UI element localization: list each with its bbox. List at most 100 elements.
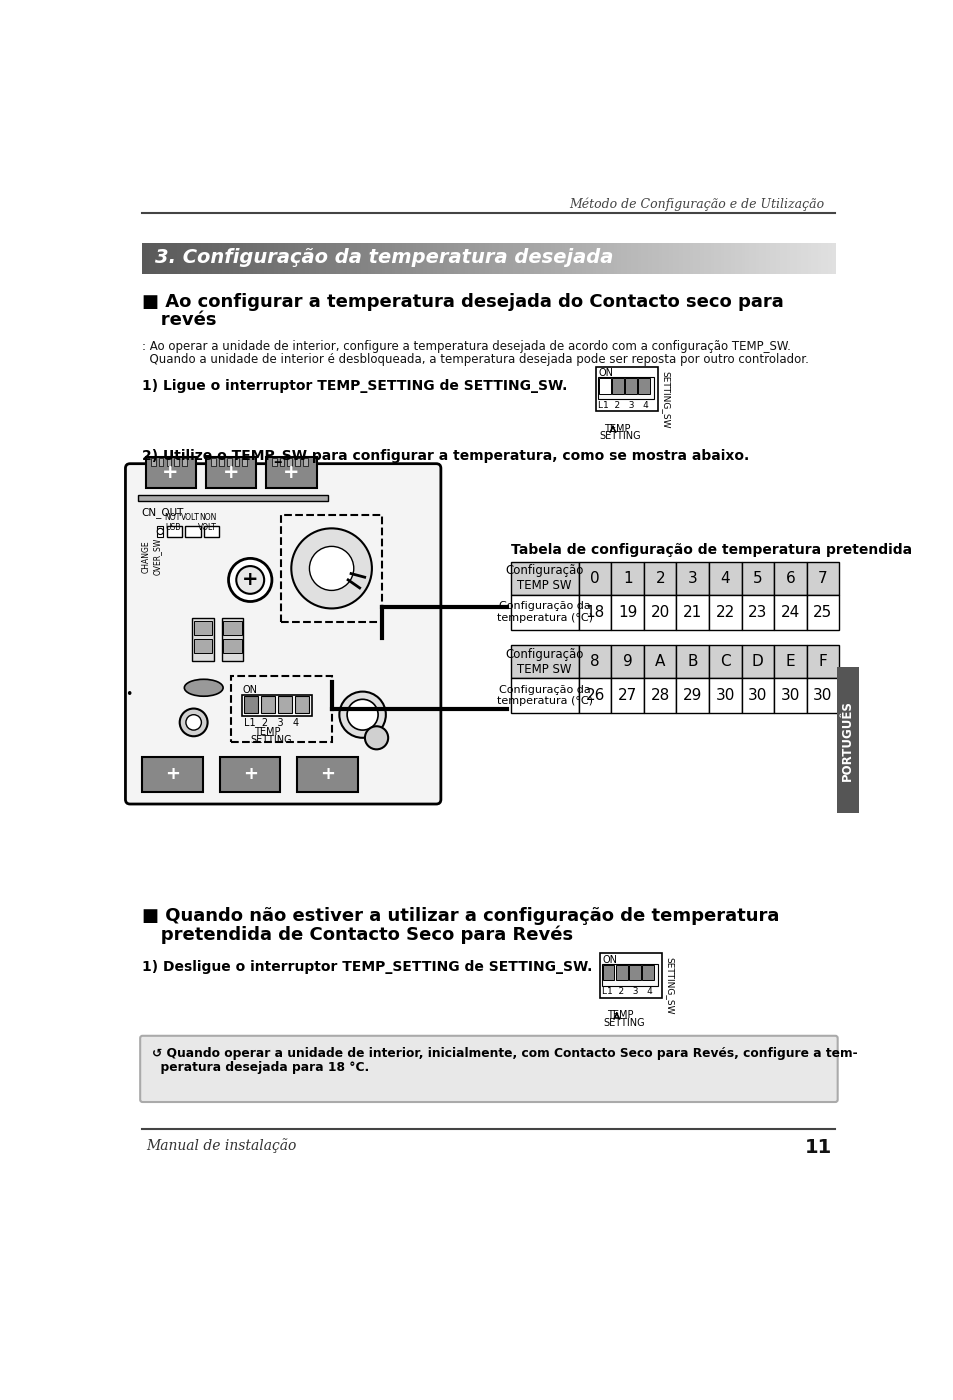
Bar [215,244,219,274]
Bar [589,244,593,274]
Text: Manual de instalação: Manual de instalação [146,1138,296,1154]
Bar [510,645,578,678]
Text: pretendida de Contacto Seco para Revés: pretendida de Contacto Seco para Revés [142,925,573,944]
Bar [201,244,206,274]
Text: ↺ Quando operar a unidade de interior, inicialmente, com Contacto Seco para Revé: ↺ Quando operar a unidade de interior, i… [152,1047,857,1060]
Bar [821,244,825,274]
Bar [305,244,309,274]
Bar [388,244,393,274]
Bar [197,244,202,274]
Bar [219,458,224,466]
Bar [638,244,641,274]
Bar [371,244,375,274]
Bar [336,244,340,274]
Bar [312,244,316,274]
Bar [510,563,578,595]
Bar [682,244,686,274]
Text: +: + [242,570,258,589]
Bar [773,563,806,595]
Bar [679,244,683,274]
Bar [261,696,274,713]
Bar [287,458,292,466]
Bar [385,244,389,274]
Text: revés: revés [142,311,216,329]
Text: SETTING: SETTING [603,1018,644,1028]
Bar [810,244,815,274]
Bar [797,244,801,274]
Bar [689,244,694,274]
Text: Configuração
TEMP SW: Configuração TEMP SW [505,648,583,676]
Text: Configuração da
temperatura (°C): Configuração da temperatura (°C) [497,602,592,623]
Bar [643,563,676,595]
Bar [157,526,163,536]
Bar [714,244,718,274]
Text: 0: 0 [590,571,599,587]
Bar [292,244,295,274]
Bar [208,244,213,274]
Bar [443,244,448,274]
Text: 29: 29 [682,687,701,703]
Bar [773,678,806,713]
Text: 1: 1 [622,571,632,587]
Bar [665,244,669,274]
Bar [551,244,555,274]
Bar [558,244,562,274]
Text: A: A [655,654,664,669]
Bar [160,244,164,274]
Bar [638,378,649,393]
Bar [151,458,155,466]
Bar [488,244,493,274]
Bar [720,244,724,274]
Bar [751,244,756,274]
Bar [776,244,780,274]
Text: 30: 30 [747,687,767,703]
Bar [741,244,745,274]
Bar [263,244,268,274]
Ellipse shape [184,679,223,696]
Bar [218,244,223,274]
Text: 22: 22 [715,605,734,620]
Bar [616,965,627,980]
Bar [315,244,319,274]
Bar [496,244,499,274]
Bar [731,244,735,274]
Text: VOLT: VOLT [181,512,200,522]
Circle shape [291,528,372,609]
Bar [513,244,517,274]
Bar [575,244,579,274]
Bar [354,244,357,274]
Bar [617,244,620,274]
Text: 20: 20 [650,605,669,620]
Text: +: + [165,764,180,783]
Bar [498,244,503,274]
Bar [806,595,839,630]
Bar [578,678,611,713]
Bar [696,244,700,274]
Bar [772,244,777,274]
Bar [223,640,241,652]
Bar [277,244,281,274]
Bar [367,244,372,274]
Bar [194,244,198,274]
Bar [244,696,257,713]
Bar [782,244,787,274]
Text: 19: 19 [618,605,637,620]
Text: L1  2   3   4: L1 2 3 4 [601,987,652,997]
Bar [578,595,611,630]
Bar [599,953,661,998]
Circle shape [186,714,201,731]
Bar [534,244,537,274]
Circle shape [339,692,385,738]
Bar [572,244,576,274]
Text: Configuração
TEMP SW: Configuração TEMP SW [505,564,583,592]
Bar [582,244,586,274]
Bar [723,244,728,274]
Bar [492,244,497,274]
Bar [602,244,607,274]
Bar [377,244,382,274]
Bar [206,456,256,487]
Text: 24: 24 [780,605,800,620]
Circle shape [157,528,163,535]
Text: 1) Ligue o interruptor TEMP_SETTING de SETTING_SW.: 1) Ligue o interruptor TEMP_SETTING de S… [142,379,567,393]
Text: 3: 3 [687,571,697,587]
